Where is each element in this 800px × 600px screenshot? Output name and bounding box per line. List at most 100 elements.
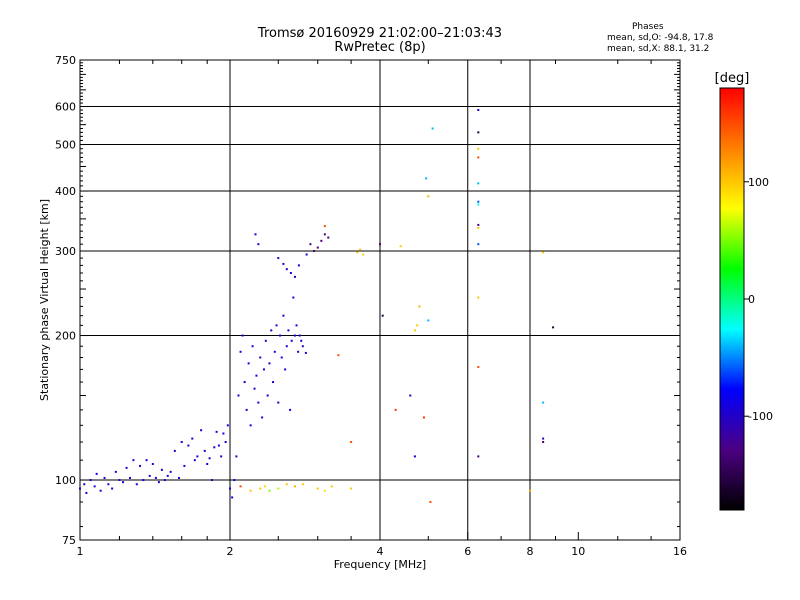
data-point (282, 314, 285, 317)
data-point (477, 131, 480, 134)
data-point (255, 374, 258, 377)
data-point (381, 314, 384, 317)
data-point (300, 339, 303, 342)
data-point (177, 476, 180, 479)
data-point (224, 441, 227, 444)
data-point (215, 430, 218, 433)
data-point (379, 243, 381, 246)
data-point (169, 470, 172, 473)
data-point (239, 485, 242, 488)
data-point (222, 432, 225, 435)
x-tick-label: 10 (571, 545, 585, 558)
data-point (477, 296, 480, 299)
y-tick-label: 300 (55, 245, 76, 258)
data-point (394, 408, 397, 411)
data-point (135, 483, 138, 486)
data-point (249, 424, 252, 427)
data-point (173, 449, 176, 452)
data-point (157, 481, 160, 484)
y-tick-label: 200 (55, 330, 76, 343)
data-point (301, 483, 304, 486)
colorbar-scale (719, 87, 745, 511)
data-point (217, 444, 220, 447)
data-point (293, 485, 296, 488)
x-tick-label: 1 (77, 545, 84, 558)
data-point (477, 243, 480, 246)
data-point (316, 246, 319, 249)
data-point (477, 203, 480, 206)
x-tick-label: 6 (464, 545, 471, 558)
data-point (362, 253, 365, 256)
data-point (316, 487, 319, 490)
data-point (163, 479, 166, 482)
data-point (289, 271, 292, 274)
x-tick-label: 4 (377, 545, 384, 558)
data-point (268, 362, 271, 365)
data-point (151, 462, 154, 465)
legend-title: Phases (632, 22, 664, 32)
data-point (292, 296, 295, 299)
data-point (139, 464, 142, 467)
data-point (254, 233, 257, 236)
data-point (99, 489, 102, 492)
data-point (145, 459, 148, 462)
data-point (427, 195, 430, 198)
data-point (301, 345, 304, 348)
colorbar-label: [deg] (715, 71, 750, 86)
data-point (275, 324, 278, 327)
data-point (350, 441, 353, 444)
data-point (235, 455, 238, 458)
data-point (187, 444, 190, 447)
data-point (304, 351, 307, 354)
data-point (399, 245, 402, 248)
data-point (129, 476, 132, 479)
data-point (425, 177, 428, 180)
data-point (350, 487, 353, 490)
data-point (83, 483, 86, 486)
data-point (226, 424, 229, 427)
data-point (282, 262, 285, 265)
data-point (277, 401, 280, 404)
data-point (277, 487, 280, 490)
data-point (203, 449, 206, 452)
data-point (233, 479, 236, 482)
plot-axes: 1 2 4 6 8 10 16 75 100 200 300 400 500 600 750 Frequenc… (38, 54, 687, 571)
chart-subtitle: RwPretec (8p) (334, 40, 426, 55)
data-point (277, 257, 280, 260)
data-point (251, 345, 254, 348)
legend-line-o: mean, sd,O: -94.8, 17.8 (607, 33, 714, 43)
data-point (229, 487, 231, 490)
data-point (220, 455, 223, 458)
data-point (103, 476, 106, 479)
data-point (477, 455, 480, 458)
data-point (280, 356, 283, 359)
data-point (429, 500, 432, 503)
data-point (285, 268, 288, 271)
data-point (305, 253, 308, 256)
data-point (249, 489, 252, 492)
x-tick-label: 2 (227, 545, 234, 558)
data-point (160, 468, 163, 471)
data-point (285, 345, 288, 348)
y-axis-label: Stationary phase Virtual Height [km] (38, 199, 51, 401)
data-point (477, 156, 480, 159)
data-point (418, 305, 421, 308)
data-point (289, 408, 292, 411)
data-point (243, 381, 246, 384)
data-point (257, 401, 260, 404)
x-axis-label: Frequency [MHz] (334, 558, 426, 571)
data-point (309, 243, 312, 246)
data-point (477, 200, 480, 203)
data-point (270, 329, 273, 332)
data-point (107, 483, 110, 486)
data-point (213, 446, 216, 449)
data-point (79, 487, 81, 490)
x-tick-label: 8 (527, 545, 534, 558)
data-point (529, 489, 531, 492)
data-point (477, 365, 480, 368)
data-point (148, 474, 151, 477)
data-point (208, 457, 211, 460)
data-point (356, 251, 359, 254)
data-point (166, 474, 169, 477)
